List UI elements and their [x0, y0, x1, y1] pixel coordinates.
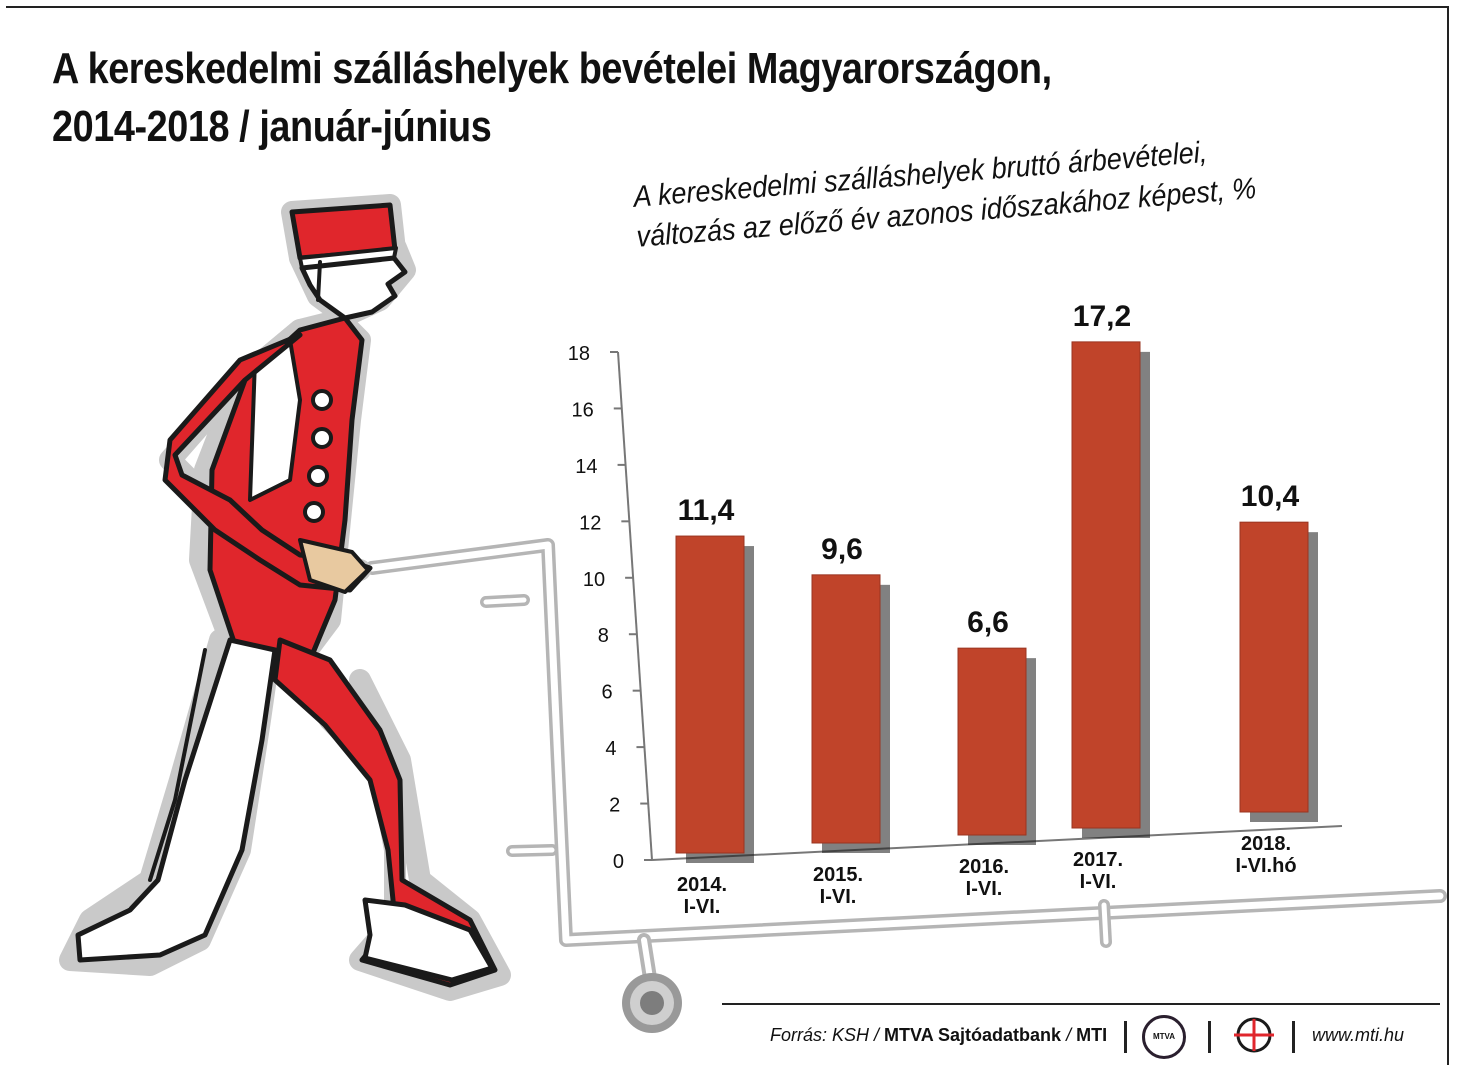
y-tick-label: 8	[598, 625, 609, 647]
footer-separator	[1292, 1021, 1295, 1053]
website-link[interactable]: www.mti.hu	[1312, 1025, 1405, 1045]
bar	[675, 535, 745, 854]
y-tick-label: 6	[602, 682, 613, 704]
category-label: I-VI.	[966, 878, 1003, 900]
source-credit: Forrás: KSH / MTVA Sajtóadatbank / MTI	[770, 1025, 1107, 1046]
footer: Forrás: KSH / MTVA Sajtóadatbank / MTI M…	[722, 1003, 1440, 1067]
category-label: 2018.	[1241, 833, 1291, 855]
y-tick-label: 16	[572, 399, 594, 421]
y-tick-label: 12	[579, 512, 601, 534]
category-label: 2015.	[813, 864, 863, 886]
value-labels: 11,4 9,6 6,6 17,2 10,4	[678, 300, 1300, 639]
mtva-logo: MTVA	[1142, 1015, 1186, 1059]
value-label: 17,2	[1073, 300, 1131, 333]
title-line-1: A kereskedelmi szálláshelyek bevételei M…	[52, 44, 1052, 93]
category-label: 2016.	[959, 856, 1009, 878]
category-label: I-VI.hó	[1235, 855, 1296, 877]
bellboy-figure	[59, 194, 511, 1001]
title-period: január-június	[259, 102, 492, 151]
y-axis-line	[617, 351, 653, 861]
category-label: I-VI.	[1080, 871, 1117, 893]
footer-separator	[1208, 1021, 1211, 1053]
title-years: 2014-2018 /	[52, 102, 250, 151]
footer-separator	[1124, 1021, 1127, 1053]
y-tick-label: 2	[609, 795, 620, 817]
trolley-wheel	[622, 973, 682, 1033]
y-tick-label: 14	[575, 456, 597, 478]
source-prefix: Forrás: KSH /	[770, 1025, 885, 1045]
y-tick-label: 0	[613, 851, 624, 873]
y-tick-label: 10	[583, 569, 605, 591]
category-labels: 2014.I-VI.2015.I-VI.2016.I-VI.2017.I-VI.…	[677, 833, 1297, 918]
value-label: 10,4	[1241, 480, 1300, 513]
value-label: 11,4	[678, 494, 735, 527]
bar	[1239, 521, 1309, 813]
y-tick-labels: 0 2 4 6 8 10 12 14 16 18	[568, 343, 652, 873]
value-label: 6,6	[967, 606, 1009, 639]
source-separator: /	[1061, 1025, 1077, 1045]
bar	[957, 647, 1027, 836]
title-line-2: 2014-2018 / január-június	[52, 98, 1170, 156]
category-label: I-VI.	[820, 886, 857, 908]
value-label: 9,6	[821, 533, 863, 566]
category-label: 2014.	[677, 874, 727, 896]
y-tick-label: 4	[605, 738, 616, 760]
category-label: 2017.	[1073, 849, 1123, 871]
bars	[675, 341, 1318, 863]
bar	[811, 574, 881, 844]
frame	[6, 6, 1449, 1065]
mti-logo	[1234, 1017, 1274, 1053]
category-label: I-VI.	[684, 896, 721, 918]
y-tick-label: 18	[568, 343, 590, 365]
footer-divider	[722, 1003, 1440, 1005]
page-title: A kereskedelmi szálláshelyek bevételei M…	[52, 40, 1170, 156]
trolley-frame	[365, 538, 1447, 985]
bar	[1071, 341, 1141, 829]
source-agency: MTI	[1076, 1025, 1108, 1045]
source-bank: MTVA Sajtóadatbank	[884, 1025, 1062, 1045]
